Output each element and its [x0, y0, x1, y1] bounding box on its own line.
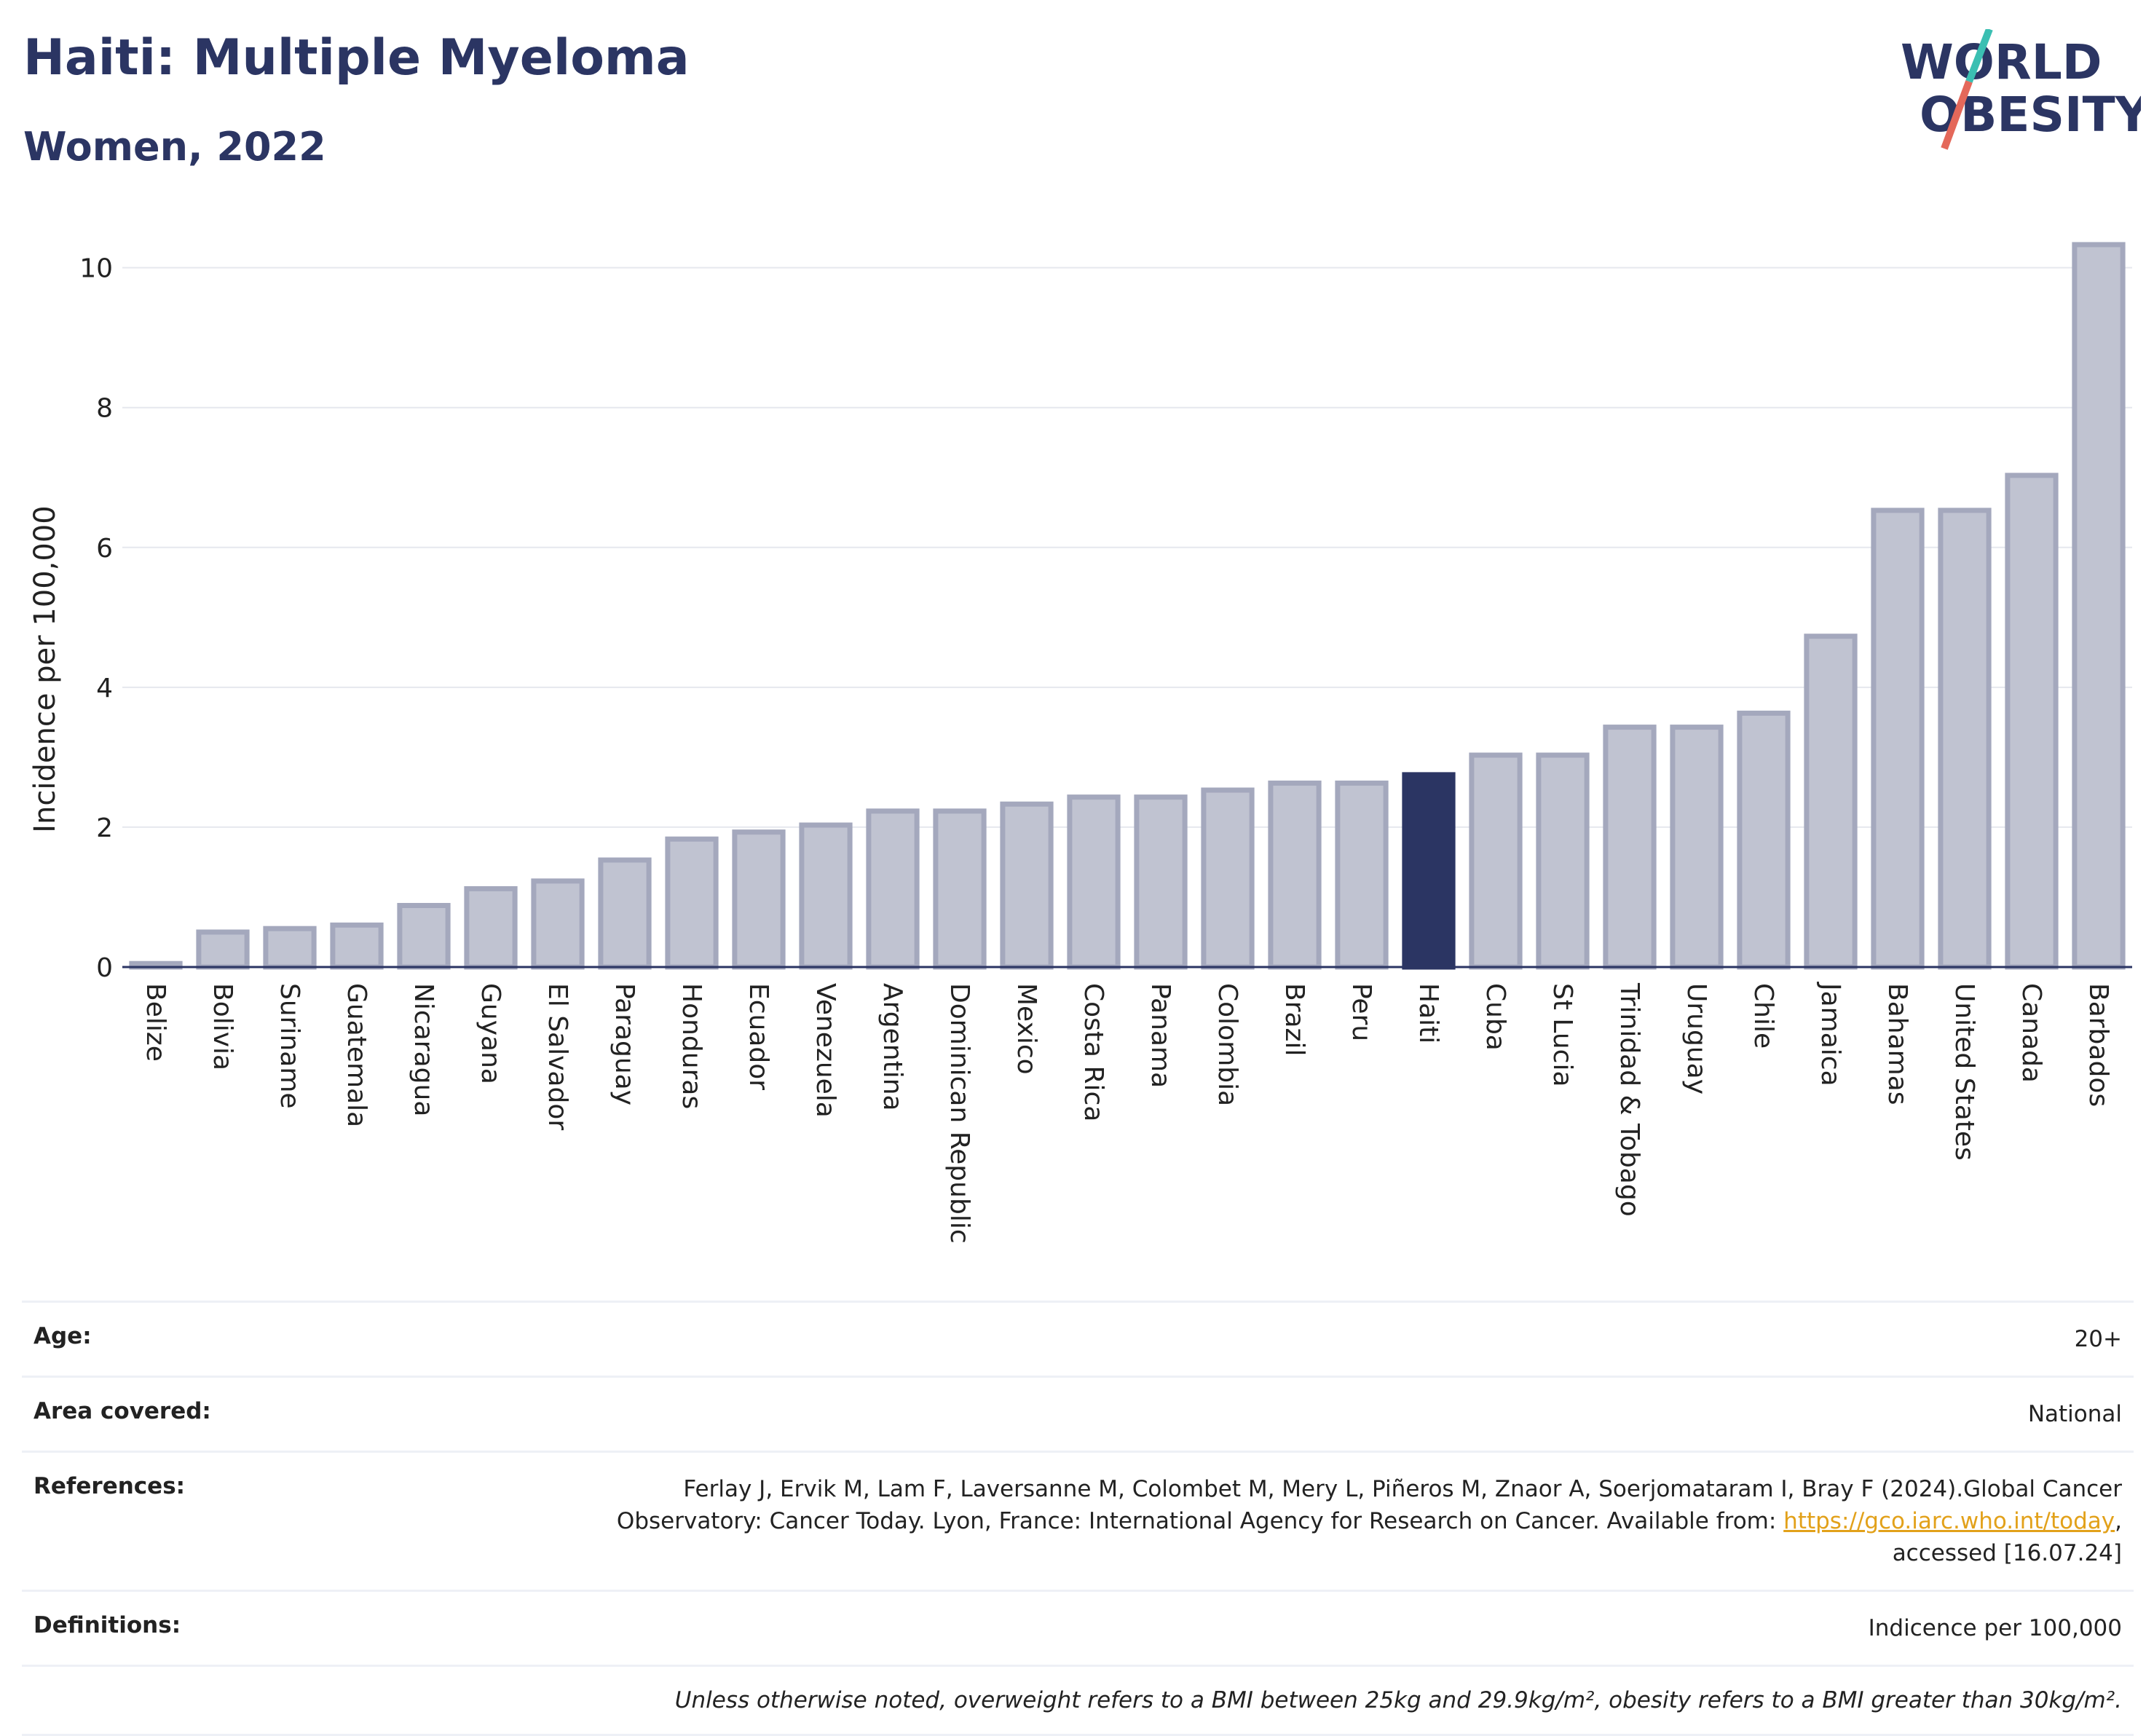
y-tick-label: 0: [96, 953, 113, 983]
logo-slash-teal: [1965, 29, 1993, 83]
x-tick-label: Bolivia: [208, 983, 237, 1070]
y-tick-label: 10: [79, 254, 113, 284]
logo-slash-red: [1941, 80, 1973, 150]
x-tick-label: El Salvador: [543, 983, 572, 1130]
x-tick-label: Haiti: [1413, 983, 1443, 1043]
x-tick-label: Jamaica: [1815, 982, 1845, 1086]
bar-barbados: [2072, 242, 2126, 970]
bar-suriname: [263, 926, 317, 970]
bar-costa-rica: [1067, 794, 1121, 970]
x-tick-label: Guatemala: [342, 983, 371, 1127]
age-row: Age: 20+: [22, 1301, 2134, 1376]
bar-st-lucia: [1536, 752, 1590, 970]
note-row: Unless otherwise noted, overweight refer…: [22, 1665, 2134, 1736]
area-row: Area covered: National: [22, 1376, 2134, 1451]
bar-chart: 0 2 4 6 8 10 Belize Bolivia Suriname Guatemala Ni…: [28, 242, 2132, 1244]
x-tick-label: Canada: [2016, 983, 2046, 1083]
references-accessed: , accessed [16.07.24]: [1892, 1508, 2122, 1566]
bar-brazil: [1268, 780, 1322, 970]
x-tick-label: Mexico: [1011, 983, 1041, 1075]
y-tick-labels: 0 2 4 6 8 10: [79, 254, 113, 983]
references-link[interactable]: https://gco.iarc.who.int/today: [1783, 1508, 2115, 1534]
x-tick-label: Suriname: [275, 983, 304, 1109]
age-value: 20+: [2074, 1326, 2122, 1352]
bar-argentina: [866, 808, 920, 970]
x-tick-label: Chile: [1748, 983, 1778, 1049]
bar-colombia: [1201, 787, 1255, 970]
bar-trinidad-tobago: [1603, 725, 1657, 970]
bar-ecuador: [732, 829, 786, 970]
x-tick-label: Nicaragua: [409, 983, 438, 1116]
bar-honduras: [665, 836, 719, 970]
age-label: Age:: [33, 1323, 92, 1349]
bar-guatemala: [330, 922, 384, 970]
x-tick-label: Guyana: [476, 983, 505, 1084]
x-tick-label: Brazil: [1279, 983, 1309, 1056]
bars: [129, 242, 2126, 970]
info-table: Age: 20+ Area covered: National Referenc…: [22, 1301, 2134, 1736]
area-value: National: [2027, 1401, 2122, 1427]
world-obesity-logo: WORLD OBESITY: [1901, 29, 2141, 150]
x-tick-label: Cuba: [1480, 983, 1510, 1051]
x-tick-label: Uruguay: [1681, 983, 1711, 1094]
x-tick-label: Costa Rica: [1078, 983, 1108, 1121]
bmi-note: Unless otherwise noted, overweight refer…: [674, 1687, 2122, 1713]
chart-subtitle: Women, 2022: [23, 124, 326, 170]
bar-canada: [2005, 473, 2059, 970]
bar-uruguay: [1670, 725, 1724, 970]
x-tick-label: Ecuador: [743, 983, 773, 1090]
x-tick-label: Trinidad & Tobago: [1614, 982, 1644, 1217]
bar-bolivia: [196, 929, 250, 970]
references-row: References: Ferlay J, Ervik M, Lam F, La…: [22, 1451, 2134, 1590]
references-text: Ferlay J, Ervik M, Lam F, Laversanne M, …: [616, 1476, 2122, 1534]
x-tick-label: Venezuela: [810, 983, 840, 1118]
definitions-value: Indicence per 100,000: [1868, 1615, 2122, 1641]
x-tick-label: Colombia: [1212, 983, 1242, 1106]
bar-panama: [1134, 794, 1188, 970]
bar-cuba: [1469, 752, 1523, 970]
bar-venezuela: [799, 822, 853, 970]
x-tick-label: Honduras: [676, 983, 706, 1109]
bar-chile: [1737, 710, 1791, 970]
x-tick-label: Barbados: [2083, 983, 2113, 1107]
bar-guyana: [464, 885, 518, 970]
x-tick-label: Dominican Republic: [944, 983, 974, 1244]
y-tick-label: 4: [96, 674, 113, 703]
x-tick-label: Bahamas: [1882, 983, 1912, 1105]
bar-peru: [1335, 780, 1389, 970]
definitions-label: Definitions:: [33, 1612, 181, 1638]
x-tick-labels: Belize Bolivia Suriname Guatemala Nicaragua G…: [141, 982, 2113, 1244]
x-tick-label: United States: [1949, 983, 1979, 1161]
x-tick-label: St Lucia: [1547, 983, 1577, 1087]
x-tick-label: Panama: [1145, 983, 1175, 1088]
x-tick-label: Paraguay: [609, 983, 639, 1105]
references-label: References:: [33, 1473, 186, 1499]
bar-bahamas: [1871, 508, 1925, 970]
y-axis-label: Incidence per 100,000: [28, 505, 62, 833]
bar-el-salvador: [531, 878, 585, 970]
bar-mexico: [1000, 801, 1054, 970]
logo-line1: WORLD: [1901, 34, 2102, 90]
x-tick-label: Argentina: [877, 983, 907, 1111]
references-value: Ferlay J, Ervik M, Lam F, Laversanne M, …: [571, 1473, 2122, 1569]
y-tick-label: 2: [96, 813, 113, 843]
bar-jamaica: [1804, 634, 1858, 970]
bar-haiti: [1402, 772, 1456, 970]
y-tick-label: 6: [96, 534, 113, 564]
bar-dominican-republic: [933, 808, 987, 970]
chart-title: Haiti: Multiple Myeloma: [23, 29, 690, 87]
y-tick-label: 8: [96, 394, 113, 424]
bar-nicaragua: [397, 902, 451, 970]
x-tick-label: Peru: [1346, 983, 1376, 1041]
x-tick-label: Belize: [141, 983, 170, 1062]
bar-paraguay: [598, 857, 652, 970]
definitions-row: Definitions: Indicence per 100,000: [22, 1590, 2134, 1665]
bar-united-states: [1938, 508, 1992, 970]
area-label: Area covered:: [33, 1398, 211, 1424]
